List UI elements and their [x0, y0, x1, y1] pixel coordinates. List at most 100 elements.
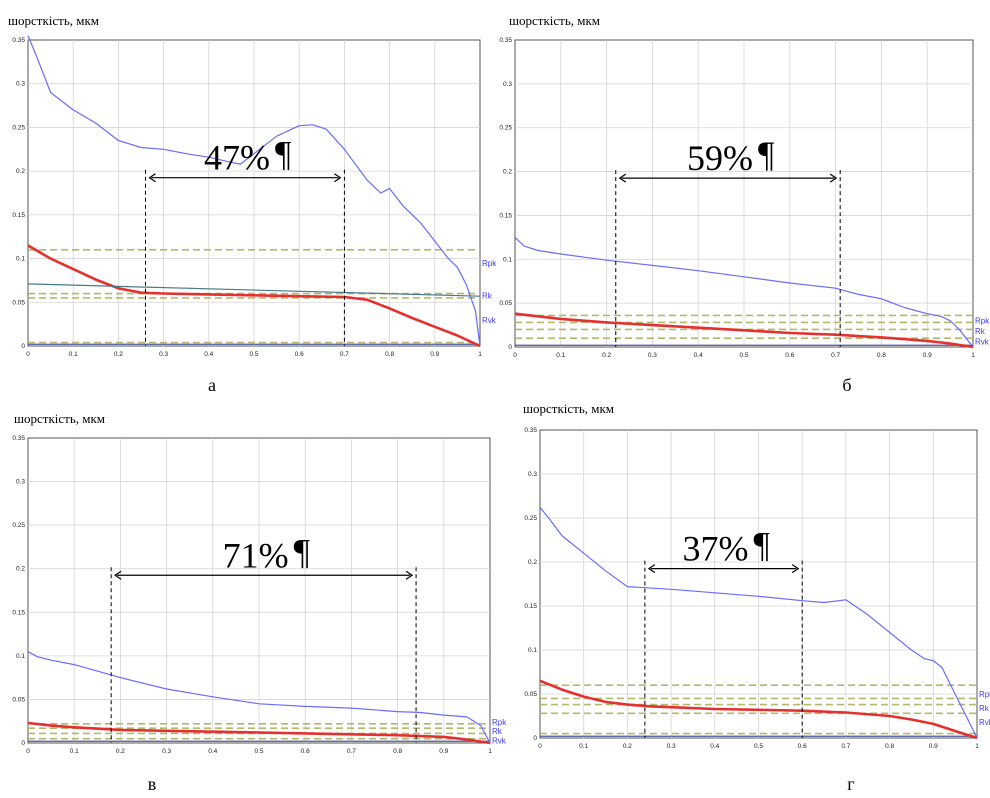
x-tick-label: 0.5	[254, 748, 263, 755]
x-tick-label: 0.3	[667, 743, 676, 750]
chart-panel-c: шорсткість, мкм 0 0.1 0.2 0.3 0.4 0.5 0.6 0.7 0.8…	[0, 398, 510, 798]
y-tick-label: 0.3	[16, 479, 25, 486]
y-tick-label: 0.1	[16, 653, 25, 660]
chart-panel-b: шорсткість, мкм 0 0.1 0.2 0.3 0.4 0.5 0.6 0.7 0.8…	[495, 0, 990, 395]
legend-label: Rk	[482, 291, 493, 300]
y-tick-label: 0.3	[16, 81, 25, 88]
span-arrow-head-right	[791, 564, 800, 574]
x-tick-label: 0.7	[841, 743, 850, 750]
y-tick-label: 0	[508, 344, 512, 351]
x-tick-label: 0.9	[439, 748, 448, 755]
chart-panel-d: шорсткість, мкм 0 0.1 0.2 0.3 0.4 0.5 0.6 0.7 0.8…	[505, 398, 990, 798]
y-tick-label: 0.35	[12, 435, 25, 442]
x-tick-label: 0	[513, 352, 517, 359]
x-tick-label: 0.8	[385, 351, 394, 358]
chart-panel-a: шорсткість, мкм 0 0.1 0.2 0.3 0.4 0.5 0.6 0.7 0.8…	[0, 0, 497, 395]
y-tick-label: 0.3	[528, 471, 537, 478]
x-tick-label: 0.9	[430, 351, 439, 358]
y-tick-label: 0.1	[503, 256, 512, 263]
y-tick-label: 0.05	[524, 691, 537, 698]
panel-letter-label: г	[847, 774, 854, 794]
span-percentage-label: 71%	[223, 535, 289, 575]
chart-svg-d: шорсткість, мкм 0 0.1 0.2 0.3 0.4 0.5 0.6 0.7 0.8…	[523, 401, 990, 794]
x-tick-label: 0.6	[785, 352, 794, 359]
x-tick-label: 0.1	[579, 743, 588, 750]
chart-svg-a: шорсткість, мкм 0 0.1 0.2 0.3 0.4 0.5 0.6 0.7 0.8…	[8, 13, 497, 395]
x-tick-label: 0.8	[877, 352, 886, 359]
x-tick-label: 0.1	[556, 352, 565, 359]
panel-letter-label: а	[208, 375, 216, 395]
y-tick-label: 0.1	[528, 647, 537, 654]
chart-svg-c: шорсткість, мкм 0 0.1 0.2 0.3 0.4 0.5 0.6 0.7 0.8…	[12, 411, 507, 794]
x-tick-label: 0.8	[393, 748, 402, 755]
y-tick-label: 0.15	[12, 609, 25, 616]
span-percentage-label: 37%	[683, 529, 749, 569]
legend-label: Rvk	[492, 736, 507, 745]
y-axis-title: шорсткість, мкм	[8, 13, 99, 28]
pilcrow-glyph: ¶	[758, 134, 774, 174]
x-tick-label: 1	[478, 351, 482, 358]
x-tick-label: 0.3	[162, 748, 171, 755]
y-tick-label: 0.15	[499, 212, 512, 219]
legend-label: Rk	[975, 327, 986, 336]
y-tick-label: 0.2	[503, 169, 512, 176]
y-tick-label: 0.25	[499, 125, 512, 132]
legend-label: Rpk	[482, 259, 497, 268]
y-tick-label: 0.25	[12, 124, 25, 131]
y-tick-label: 0.25	[524, 515, 537, 522]
x-tick-label: 0	[538, 743, 542, 750]
x-tick-label: 0.3	[648, 352, 657, 359]
legend-label: Rk	[979, 704, 990, 713]
x-tick-label: 0.2	[116, 748, 125, 755]
y-tick-label: 0.05	[12, 696, 25, 703]
legend-label: Rvk	[975, 338, 990, 347]
profile-series-line	[27, 650, 491, 744]
x-tick-label: 0	[26, 748, 30, 755]
span-arrow-head-left	[114, 570, 122, 580]
y-tick-label: 0	[21, 740, 25, 747]
span-arrow-head-right	[334, 173, 342, 183]
x-tick-label: 0.2	[623, 743, 632, 750]
x-tick-label: 0.8	[885, 743, 894, 750]
legend-label: Rk	[492, 727, 503, 736]
x-tick-label: 0.1	[70, 748, 79, 755]
y-tick-label: 0.35	[524, 427, 537, 434]
y-tick-label: 0.35	[12, 37, 25, 44]
profile-series-line	[514, 236, 974, 348]
x-tick-label: 1	[975, 743, 979, 750]
y-axis-title: шорсткість, мкм	[14, 411, 105, 426]
panel-letter-label: б	[842, 375, 851, 395]
x-tick-label: 0.6	[798, 743, 807, 750]
x-tick-label: 0	[26, 351, 30, 358]
x-tick-label: 0.2	[602, 352, 611, 359]
x-tick-label: 0.7	[340, 351, 349, 358]
span-arrow-head-left	[148, 173, 156, 183]
span-arrow-head-left	[618, 173, 627, 183]
profile-series-line	[27, 35, 481, 347]
material-ratio-series-line	[514, 312, 974, 349]
x-tick-label: 0.7	[347, 748, 356, 755]
chart-svg-b: шорсткість, мкм 0 0.1 0.2 0.3 0.4 0.5 0.6 0.7 0.8…	[499, 13, 990, 395]
x-tick-label: 0.2	[114, 351, 123, 358]
x-tick-label: 0.4	[208, 748, 217, 755]
x-tick-label: 0.9	[923, 352, 932, 359]
panel-letter-label: в	[148, 774, 157, 794]
y-tick-label: 0.15	[524, 603, 537, 610]
y-axis-title: шорсткість, мкм	[523, 401, 614, 416]
y-tick-label: 0.2	[16, 566, 25, 573]
x-tick-label: 1	[488, 748, 492, 755]
x-tick-label: 0.6	[301, 748, 310, 755]
y-tick-label: 0.15	[12, 212, 25, 219]
x-tick-label: 0.5	[249, 351, 258, 358]
x-tick-label: 0.1	[69, 351, 78, 358]
x-tick-label: 0.6	[295, 351, 304, 358]
span-percentage-label: 59%	[687, 138, 753, 178]
pilcrow-glyph: ¶	[294, 531, 310, 571]
y-tick-label: 0.05	[499, 300, 512, 307]
span-arrow-head-right	[405, 570, 414, 580]
y-tick-label: 0.1	[16, 256, 25, 263]
x-tick-label: 0.5	[754, 743, 763, 750]
legend-label: Rpk	[979, 690, 990, 699]
y-tick-label: 0.25	[12, 522, 25, 529]
material-ratio-series-line	[27, 244, 481, 348]
